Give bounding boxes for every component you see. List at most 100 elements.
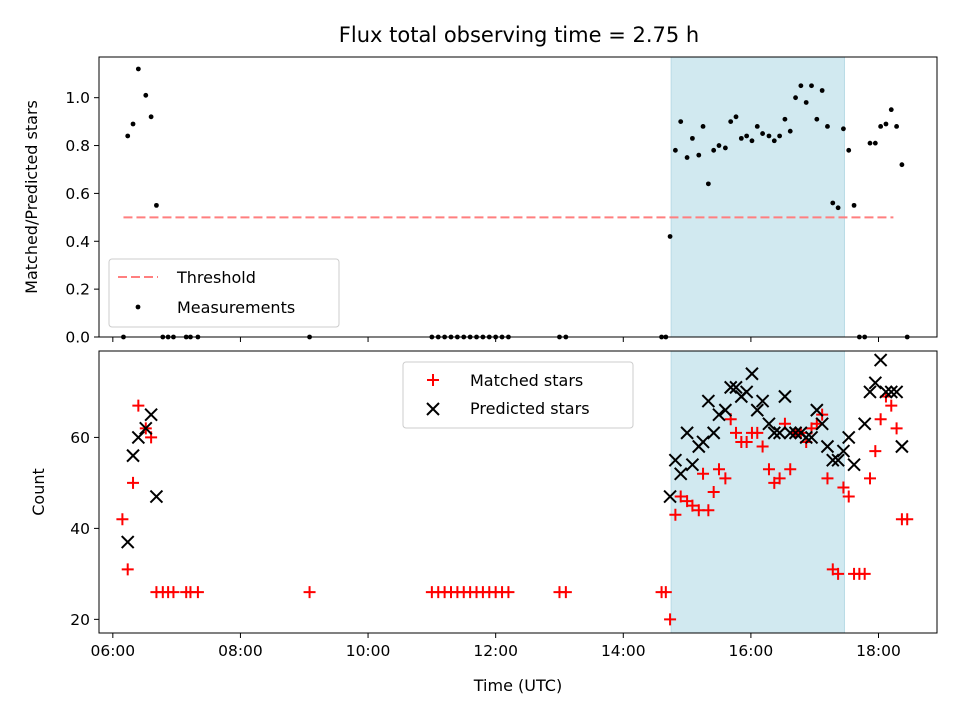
predicted-star-point: [706, 426, 721, 440]
top-y-tick-label: 0.0: [65, 329, 90, 347]
bottom-axes-frame: [98, 350, 938, 634]
measurement-point: [809, 83, 814, 89]
legend-predicted-swatch: [426, 402, 440, 416]
measurement-point: [835, 205, 841, 211]
bottom-panel: 20 40 60 06:00 08:00 10:00 12:00 14:00 16:00 18:…: [29, 350, 938, 695]
bottom-x-axis-label: Time (UTC): [473, 676, 562, 695]
legend-matched-swatch: [427, 374, 439, 386]
top-axes-frame: [98, 56, 938, 338]
bottom-x-tick-label: 16:00: [729, 642, 774, 660]
measurement-point: [793, 95, 798, 101]
predicted-star-point: [685, 458, 700, 472]
top-legend: Threshold Measurements: [108, 258, 340, 328]
predicted-star-point: [815, 417, 829, 431]
legend-threshold-label: Threshold: [176, 268, 256, 287]
predicted-star-point: [842, 430, 856, 445]
legend-measurements-label: Measurements: [177, 298, 295, 317]
measurement-point: [678, 119, 684, 125]
predicted-star-point: [799, 430, 813, 445]
predicted-star-point: [836, 444, 851, 458]
predicted-star-point: [144, 407, 158, 422]
matched-star-point: [702, 504, 715, 517]
top-y-tick-label: 0.4: [65, 233, 90, 251]
predicted-star-point: [139, 421, 153, 436]
measurement-point: [135, 66, 141, 72]
matched-star-point: [730, 426, 743, 439]
measurement-point: [125, 133, 131, 139]
measurement-point: [705, 181, 711, 187]
measurement-point: [766, 133, 772, 139]
bottom-x-tick-label: 06:00: [90, 642, 135, 660]
matched-star-point: [740, 435, 753, 448]
measurement-point: [899, 162, 905, 168]
measurement-point: [667, 234, 673, 239]
predicted-star-point: [149, 489, 164, 504]
measurement-point: [672, 147, 678, 153]
matched-star-point: [821, 472, 834, 485]
figure-title: Flux total observing time = 2.75 h: [339, 23, 699, 47]
matched-star-point: [719, 472, 732, 485]
matched-star-point: [669, 508, 682, 521]
top-panel: 0.0 0.2 0.4 0.6 0.8 1.0 Matched/Predicted sta…: [22, 56, 938, 347]
bottom-legend: Matched stars Predicted stars: [402, 361, 634, 429]
matched-star-point: [712, 463, 725, 476]
bottom-y-axis-label: Count: [29, 468, 48, 516]
matched-star-point: [773, 472, 786, 485]
predicted-star-point: [857, 417, 872, 431]
measurement-point: [130, 121, 136, 127]
measurement-point: [722, 145, 728, 151]
matched-star-point: [874, 413, 887, 426]
predicted-star-point: [701, 394, 716, 408]
measurement-point: [803, 100, 809, 105]
top-y-tick-label: 0.8: [65, 137, 90, 155]
bottom-x-tick-label: 08:00: [218, 642, 263, 660]
predicted-star-point: [868, 376, 883, 390]
predicted-star-point: [712, 407, 726, 422]
matched-star-point: [686, 499, 699, 512]
predicted-star-point: [121, 535, 135, 549]
predicted-star-point: [826, 453, 840, 467]
predicted-star-point: [879, 385, 893, 399]
measurement-point: [888, 107, 894, 113]
top-y-tick-label: 1.0: [65, 89, 90, 107]
predicted-star-point: [126, 448, 140, 463]
predicted-star-point: [729, 380, 743, 395]
measurement-point: [851, 202, 857, 208]
measurement-point: [684, 155, 690, 160]
legend-matched-label: Matched stars: [470, 371, 583, 390]
predicted-star-point: [750, 403, 764, 417]
predicted-star-point: [767, 426, 781, 440]
matched-star-point: [784, 463, 797, 476]
measurement-point: [744, 133, 750, 139]
matched-star-point: [864, 472, 877, 485]
predicted-star-point: [778, 389, 792, 404]
matched-star-point: [191, 586, 204, 599]
predicted-star-point: [131, 430, 146, 445]
measurement-point: [733, 114, 739, 120]
top-y-axis-label: Matched/Predicted stars: [22, 100, 41, 294]
measurement-point: [787, 128, 793, 134]
predicted-star-point: [831, 453, 845, 467]
measurement-point: [711, 147, 717, 153]
measurement-point: [872, 140, 878, 146]
measurement-point: [819, 88, 825, 93]
top-y-tick-label: 0.2: [65, 281, 90, 299]
legend-predicted-label: Predicted stars: [470, 399, 590, 418]
predicted-star-point: [889, 385, 904, 399]
legend-measurements-swatch: [135, 304, 141, 310]
matched-star-point: [756, 440, 769, 453]
matched-star-point: [751, 426, 764, 439]
predicted-star-point: [783, 426, 797, 440]
matched-star-point: [842, 490, 855, 503]
measurement-point: [846, 147, 852, 153]
measurement-point: [798, 83, 804, 89]
matched-star-point: [116, 513, 129, 526]
bottom-legend-box: [402, 361, 634, 429]
measurement-point: [154, 202, 159, 208]
measurement-point: [760, 131, 765, 136]
measurement-point: [771, 138, 777, 144]
bottom-x-tick-label: 12:00: [473, 642, 518, 660]
measurement-point: [728, 119, 734, 125]
measurement-point: [700, 124, 706, 129]
